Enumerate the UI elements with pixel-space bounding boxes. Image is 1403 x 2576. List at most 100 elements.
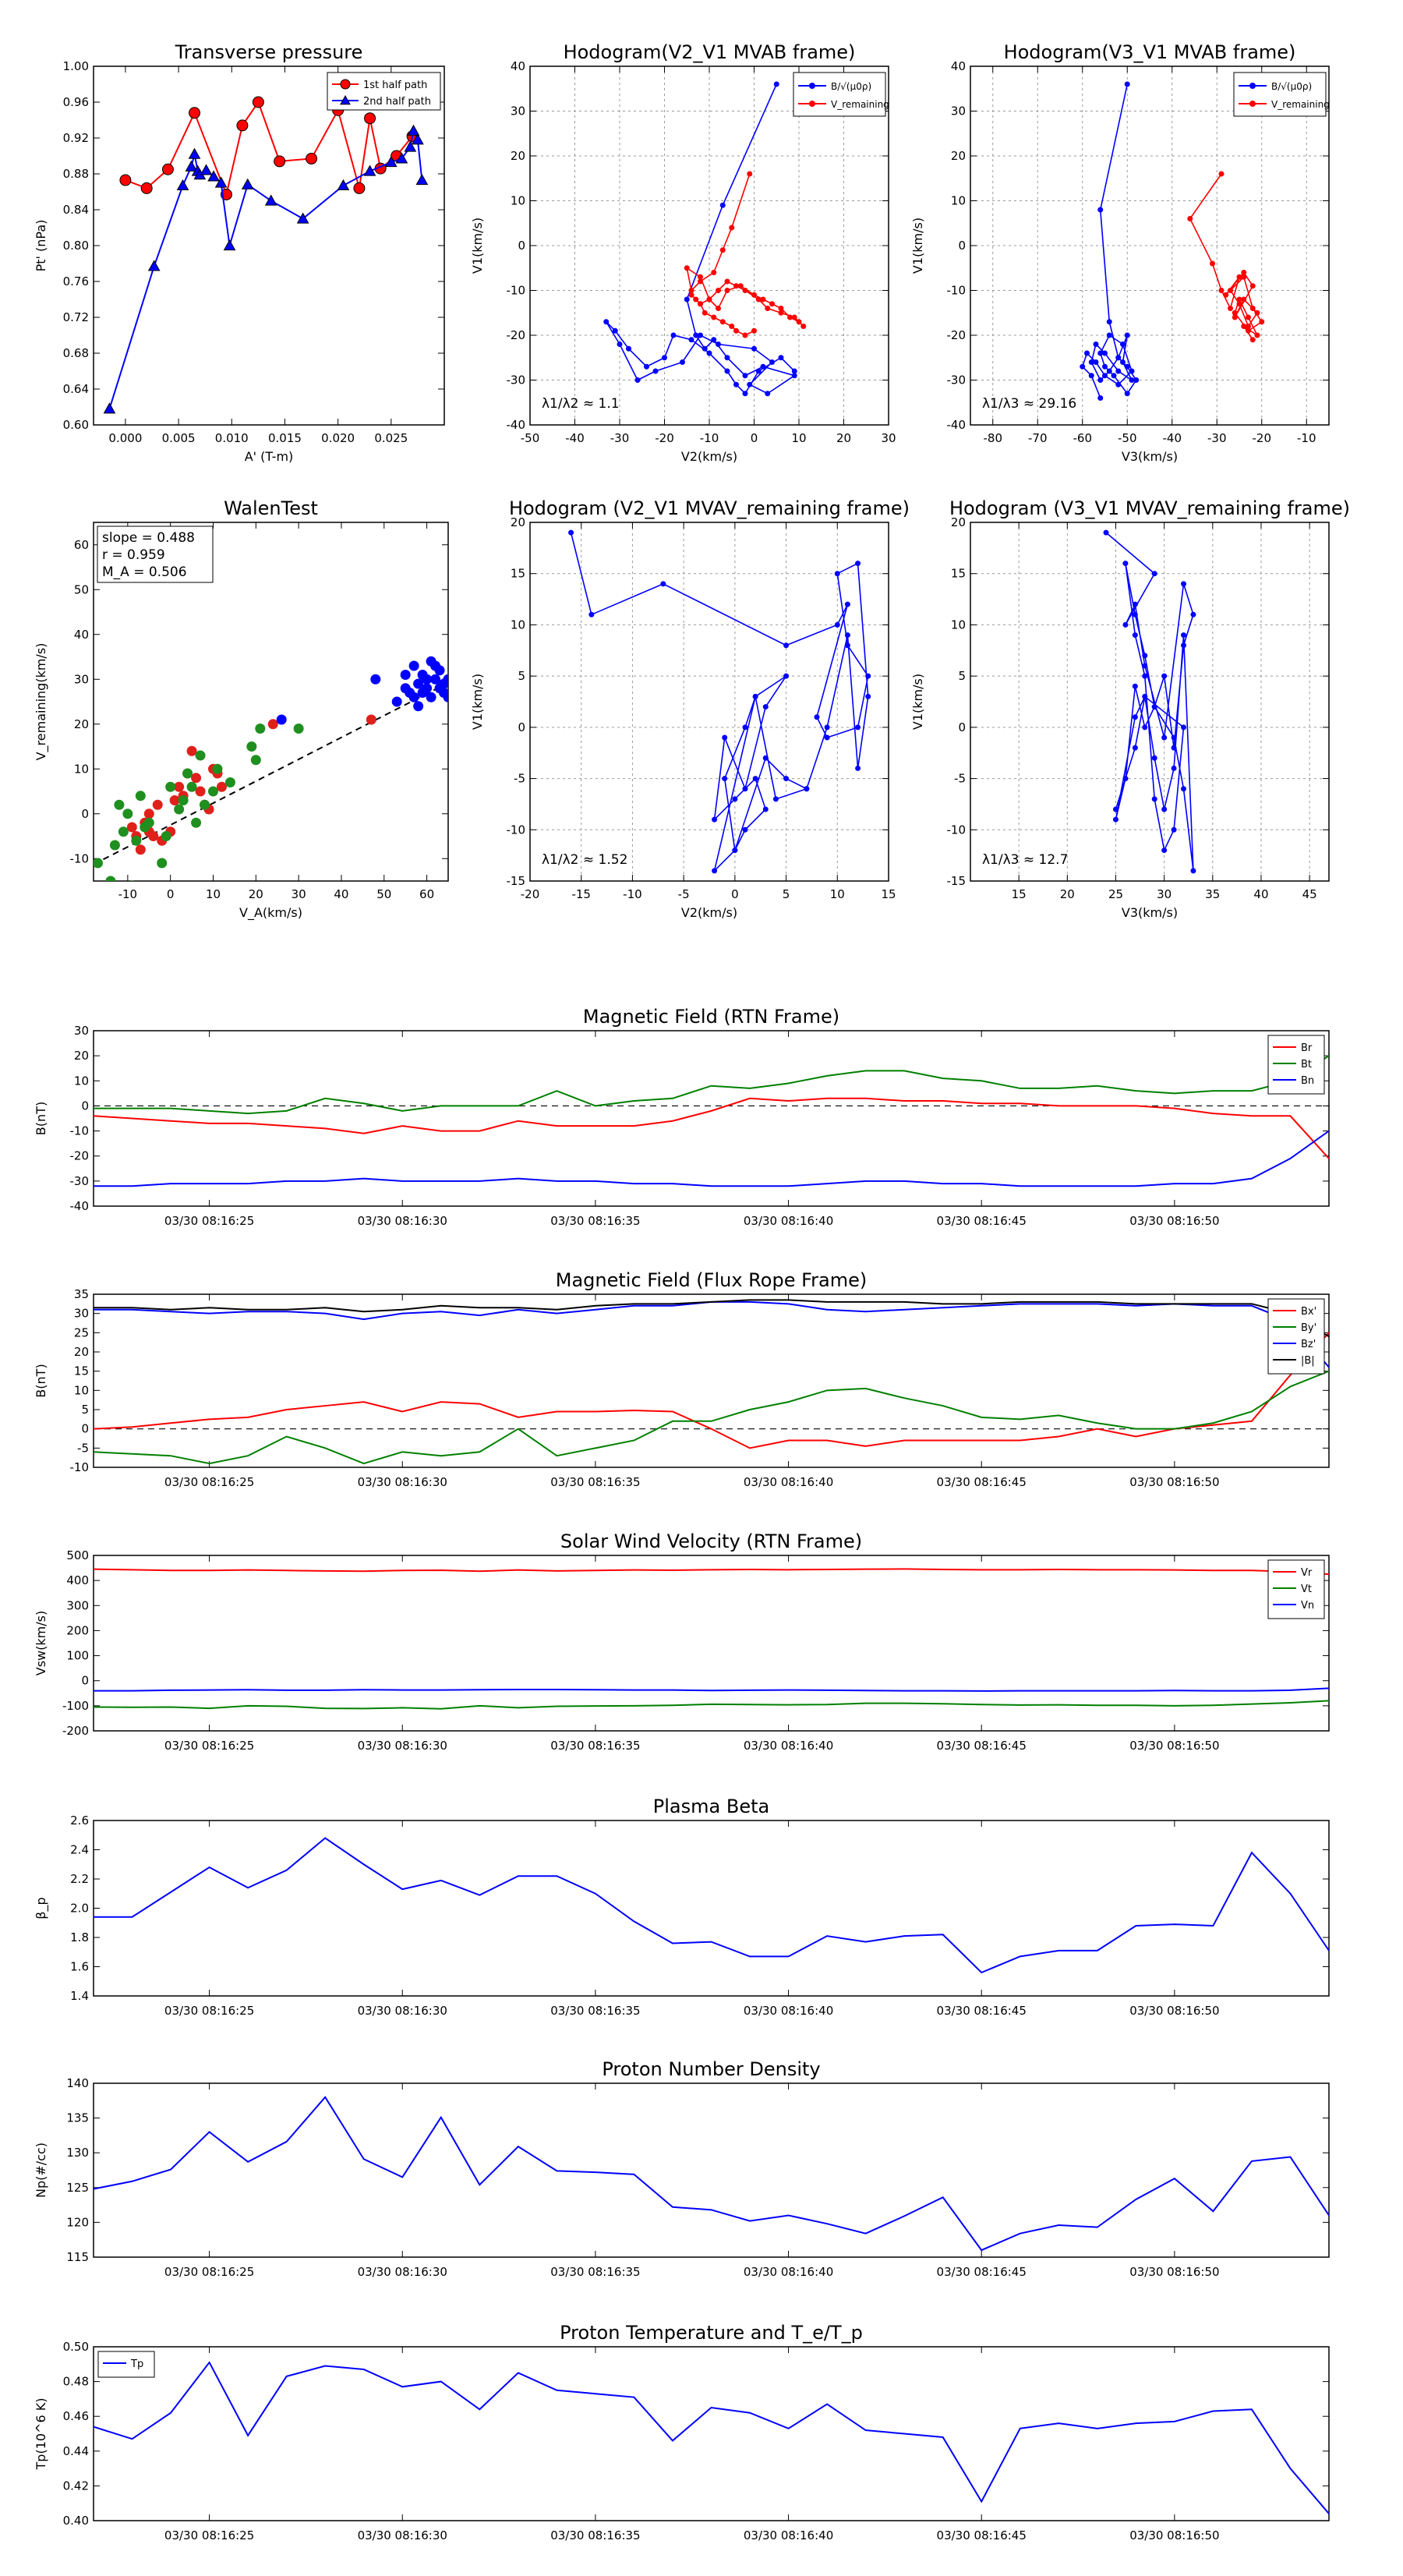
x-tick-label: -10 <box>118 887 138 901</box>
x-tick-label: 25 <box>1108 887 1123 901</box>
x-tick-label: 03/30 08:16:40 <box>744 1739 833 1753</box>
x-tick-label: 03/30 08:16:45 <box>937 1475 1027 1489</box>
data-point <box>216 781 227 792</box>
y-tick-label: 40 <box>951 59 966 73</box>
data-point <box>1115 381 1122 387</box>
y-tick-label: 125 <box>66 2181 89 2195</box>
chart-title: Hodogram (V3_V1 MVAV_remaining frame) <box>949 497 1350 519</box>
data-point <box>1232 310 1238 316</box>
y-tick-label: 0 <box>518 239 525 253</box>
data-point <box>430 674 441 685</box>
data-point <box>122 809 133 819</box>
data-point <box>1218 288 1225 293</box>
chart-title: Solar Wind Velocity (RTN Frame) <box>560 1530 862 1552</box>
y-tick-label: 20 <box>74 1049 89 1063</box>
data-point <box>143 809 154 819</box>
y-tick-label: -20 <box>70 1149 90 1163</box>
data-point <box>814 714 820 720</box>
plot-frame <box>93 1293 1330 1468</box>
y-tick-label: 60 <box>74 538 89 552</box>
chart-plasma_beta: 1.4 1.6 1.8 2.0 2.2 2.4 2.6 03/30 08:16:25 03/30… <box>34 1796 1330 2018</box>
data-point <box>1106 332 1112 338</box>
legend-label: |B| <box>1301 1355 1315 1367</box>
x-tick-label: 03/30 08:16:40 <box>744 2265 833 2279</box>
data-point <box>1181 632 1187 639</box>
plot-frame <box>93 2082 1330 2258</box>
y-tick-label: -15 <box>947 874 967 888</box>
y-tick-label: -5 <box>77 1441 89 1455</box>
data-point <box>752 693 758 699</box>
data-point <box>719 247 726 253</box>
y-tick-label: 15 <box>511 567 525 581</box>
plot-area <box>94 1299 1329 1465</box>
data-point <box>1161 673 1168 679</box>
data-point <box>1111 373 1117 379</box>
data-point <box>662 355 667 361</box>
data-point <box>733 327 739 334</box>
y-tick-label: 0 <box>958 720 966 734</box>
series-line-|B| <box>94 1299 1329 1338</box>
y-tick-label: 10 <box>951 194 966 208</box>
x-tick-label: -50 <box>1118 431 1137 445</box>
data-point <box>1151 704 1157 710</box>
data-point <box>724 288 730 293</box>
x-tick-label: 03/30 08:16:25 <box>164 2528 254 2542</box>
alfven-mach-label: M_A = 0.506 <box>102 564 187 580</box>
legend-label: Vn <box>1301 1600 1314 1612</box>
data-point <box>1120 359 1126 365</box>
y-tick-label: 40 <box>511 59 525 73</box>
x-axis-label: V3(km/s) <box>1122 449 1178 464</box>
data-point <box>712 816 718 823</box>
plot-frame <box>93 2346 1330 2521</box>
data-point <box>119 174 132 186</box>
plot-area <box>603 81 807 397</box>
data-point <box>791 373 797 379</box>
data-point <box>1161 806 1168 812</box>
series-line-Vr <box>94 1568 1329 1576</box>
data-point <box>1084 350 1090 356</box>
y-tick-label: 1.4 <box>70 1989 89 2003</box>
x-tick-label: -60 <box>1073 431 1093 445</box>
legend-label: Bt <box>1301 1059 1312 1070</box>
data-point <box>711 270 717 275</box>
data-point <box>729 324 735 329</box>
data-point <box>370 674 381 685</box>
x-tick-label: 03/30 08:16:35 <box>550 1214 640 1228</box>
data-point <box>1129 368 1135 374</box>
chart-title: Proton Number Density <box>602 2058 820 2080</box>
x-tick-label: 60 <box>419 887 434 901</box>
chart-mag_rtn: -40 -30 -20 -10 0 10 20 30 03/30 08:16:25 03/30 0… <box>34 1006 1330 1228</box>
x-tick-label: 03/30 08:16:30 <box>358 2528 447 2542</box>
data-point <box>147 260 161 271</box>
data-point <box>680 359 685 365</box>
data-point <box>105 876 116 881</box>
data-point <box>865 673 871 679</box>
data-point <box>340 94 351 105</box>
x-tick-label: -20 <box>521 887 540 901</box>
data-point <box>1093 341 1099 347</box>
data-point <box>733 381 739 387</box>
y-tick-label: -5 <box>954 772 966 786</box>
data-point <box>306 152 318 165</box>
y-tick-label: 0 <box>81 1422 89 1436</box>
chart-proton_density: 115 120 125 130 135 140 03/30 08:16:25 03/30 08… <box>34 2058 1330 2279</box>
data-point <box>1223 292 1229 298</box>
data-point <box>94 858 103 869</box>
x-tick-label: 0.005 <box>162 431 196 445</box>
data-point <box>340 79 351 90</box>
data-point <box>1181 642 1187 649</box>
y-axis-label: β_p <box>34 1897 49 1919</box>
data-point <box>1246 314 1251 320</box>
plot-frame <box>970 65 1330 426</box>
series-line <box>1081 83 1137 398</box>
data-point <box>716 306 721 311</box>
x-tick-label: 03/30 08:16:50 <box>1129 2004 1219 2018</box>
data-point <box>612 327 618 334</box>
data-point <box>760 296 766 303</box>
y-tick-label: -30 <box>507 373 526 387</box>
data-point <box>626 345 631 352</box>
y-tick-label: 0.60 <box>63 418 89 432</box>
data-point <box>733 283 739 289</box>
y-tick-label: 35 <box>74 1287 89 1301</box>
